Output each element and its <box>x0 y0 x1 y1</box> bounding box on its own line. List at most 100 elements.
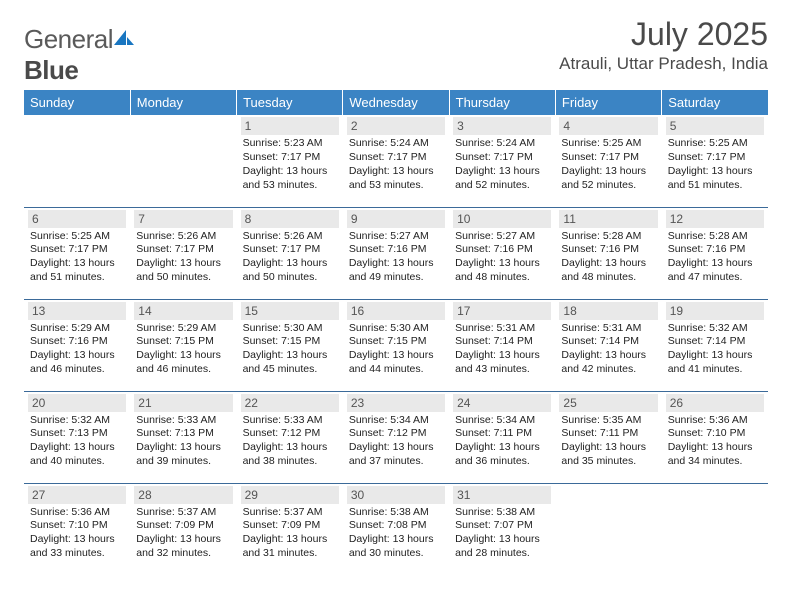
day-details: Sunrise: 5:33 AMSunset: 7:13 PMDaylight:… <box>134 414 232 469</box>
calendar-day-cell: 1 Sunrise: 5:23 AMSunset: 7:17 PMDaylight… <box>237 115 343 207</box>
calendar-day-cell: 3 Sunrise: 5:24 AMSunset: 7:17 PMDaylight… <box>449 115 555 207</box>
weekday-header: Wednesday <box>343 90 449 115</box>
day-details: Sunrise: 5:34 AMSunset: 7:12 PMDaylight:… <box>347 414 445 469</box>
day-details: Sunrise: 5:38 AMSunset: 7:07 PMDaylight:… <box>453 506 551 561</box>
brand-part2: Blue <box>24 55 78 85</box>
location-subtitle: Atrauli, Uttar Pradesh, India <box>559 54 768 74</box>
day-details: Sunrise: 5:32 AMSunset: 7:14 PMDaylight:… <box>666 322 764 377</box>
day-number: 16 <box>347 302 445 320</box>
calendar-day-cell: 28 Sunrise: 5:37 AMSunset: 7:09 PMDayligh… <box>130 483 236 575</box>
calendar-day-cell: 24 Sunrise: 5:34 AMSunset: 7:11 PMDayligh… <box>449 391 555 483</box>
calendar-day-cell: 10 Sunrise: 5:27 AMSunset: 7:16 PMDayligh… <box>449 207 555 299</box>
brand-part1: General <box>24 24 113 54</box>
day-details: Sunrise: 5:37 AMSunset: 7:09 PMDaylight:… <box>134 506 232 561</box>
day-number: 22 <box>241 394 339 412</box>
calendar-day-cell: 2 Sunrise: 5:24 AMSunset: 7:17 PMDaylight… <box>343 115 449 207</box>
month-title: July 2025 <box>559 18 768 52</box>
calendar-week-row: 1 Sunrise: 5:23 AMSunset: 7:17 PMDaylight… <box>24 115 768 207</box>
calendar-day-cell: 15 Sunrise: 5:30 AMSunset: 7:15 PMDayligh… <box>237 299 343 391</box>
calendar-week-row: 20Sunrise: 5:32 AMSunset: 7:13 PMDayligh… <box>24 391 768 483</box>
brand-logo: General Blue <box>24 18 135 86</box>
weekday-header: Friday <box>555 90 661 115</box>
day-details: Sunrise: 5:35 AMSunset: 7:11 PMDaylight:… <box>559 414 657 469</box>
day-details: Sunrise: 5:36 AMSunset: 7:10 PMDaylight:… <box>28 506 126 561</box>
day-number: 18 <box>559 302 657 320</box>
day-details: Sunrise: 5:30 AMSunset: 7:15 PMDaylight:… <box>347 322 445 377</box>
day-details: Sunrise: 5:25 AMSunset: 7:17 PMDaylight:… <box>666 137 764 192</box>
day-number: 17 <box>453 302 551 320</box>
day-number: 26 <box>666 394 764 412</box>
sail-icon <box>113 22 135 53</box>
weekday-header: Saturday <box>662 90 768 115</box>
calendar-day-cell: 20Sunrise: 5:32 AMSunset: 7:13 PMDayligh… <box>24 391 130 483</box>
day-number: 31 <box>453 486 551 504</box>
day-details: Sunrise: 5:24 AMSunset: 7:17 PMDaylight:… <box>453 137 551 192</box>
calendar-day-cell: 14Sunrise: 5:29 AMSunset: 7:15 PMDayligh… <box>130 299 236 391</box>
calendar-week-row: 6Sunrise: 5:25 AMSunset: 7:17 PMDaylight… <box>24 207 768 299</box>
day-details: Sunrise: 5:37 AMSunset: 7:09 PMDaylight:… <box>241 506 339 561</box>
calendar-week-row: 13 Sunrise: 5:29 AMSunset: 7:16 PMDayligh… <box>24 299 768 391</box>
day-details: Sunrise: 5:38 AMSunset: 7:08 PMDaylight:… <box>347 506 445 561</box>
calendar-day-cell: 29Sunrise: 5:37 AMSunset: 7:09 PMDayligh… <box>237 483 343 575</box>
day-number: 23 <box>347 394 445 412</box>
day-details: Sunrise: 5:28 AMSunset: 7:16 PMDaylight:… <box>666 230 764 285</box>
calendar-day-cell: 5 Sunrise: 5:25 AMSunset: 7:17 PMDaylight… <box>662 115 768 207</box>
day-number: 5 <box>666 117 764 135</box>
day-details: Sunrise: 5:25 AMSunset: 7:17 PMDaylight:… <box>28 230 126 285</box>
day-details: Sunrise: 5:25 AMSunset: 7:17 PMDaylight:… <box>559 137 657 192</box>
day-number: 11 <box>559 210 657 228</box>
day-number: 15 <box>241 302 339 320</box>
calendar-day-cell: 23 Sunrise: 5:34 AMSunset: 7:12 PMDayligh… <box>343 391 449 483</box>
day-details: Sunrise: 5:31 AMSunset: 7:14 PMDaylight:… <box>453 322 551 377</box>
calendar-day-cell: 19 Sunrise: 5:32 AMSunset: 7:14 PMDayligh… <box>662 299 768 391</box>
calendar-empty-cell <box>130 115 236 207</box>
day-number: 30 <box>347 486 445 504</box>
calendar-day-cell: 12 Sunrise: 5:28 AMSunset: 7:16 PMDayligh… <box>662 207 768 299</box>
day-number: 9 <box>347 210 445 228</box>
calendar-day-cell: 8 Sunrise: 5:26 AMSunset: 7:17 PMDaylight… <box>237 207 343 299</box>
day-number: 10 <box>453 210 551 228</box>
calendar-page: General Blue July 2025 Atrauli, Uttar Pr… <box>0 0 792 591</box>
calendar-day-cell: 26Sunrise: 5:36 AMSunset: 7:10 PMDayligh… <box>662 391 768 483</box>
calendar-empty-cell <box>555 483 661 575</box>
day-details: Sunrise: 5:27 AMSunset: 7:16 PMDaylight:… <box>453 230 551 285</box>
weekday-header: Tuesday <box>237 90 343 115</box>
day-details: Sunrise: 5:30 AMSunset: 7:15 PMDaylight:… <box>241 322 339 377</box>
day-number: 2 <box>347 117 445 135</box>
day-number: 8 <box>241 210 339 228</box>
title-block: July 2025 Atrauli, Uttar Pradesh, India <box>559 18 768 74</box>
weekday-header: Sunday <box>24 90 130 115</box>
day-details: Sunrise: 5:23 AMSunset: 7:17 PMDaylight:… <box>241 137 339 192</box>
calendar-empty-cell <box>24 115 130 207</box>
day-number: 1 <box>241 117 339 135</box>
day-number: 28 <box>134 486 232 504</box>
calendar-day-cell: 31 Sunrise: 5:38 AMSunset: 7:07 PMDayligh… <box>449 483 555 575</box>
day-number: 3 <box>453 117 551 135</box>
day-number: 19 <box>666 302 764 320</box>
calendar-day-cell: 11Sunrise: 5:28 AMSunset: 7:16 PMDayligh… <box>555 207 661 299</box>
calendar-day-cell: 17 Sunrise: 5:31 AMSunset: 7:14 PMDayligh… <box>449 299 555 391</box>
calendar-day-cell: 7Sunrise: 5:26 AMSunset: 7:17 PMDaylight… <box>130 207 236 299</box>
day-details: Sunrise: 5:24 AMSunset: 7:17 PMDaylight:… <box>347 137 445 192</box>
day-details: Sunrise: 5:31 AMSunset: 7:14 PMDaylight:… <box>559 322 657 377</box>
day-number: 24 <box>453 394 551 412</box>
calendar-day-cell: 21Sunrise: 5:33 AMSunset: 7:13 PMDayligh… <box>130 391 236 483</box>
brand-text: General Blue <box>24 24 135 86</box>
calendar-day-cell: 18 Sunrise: 5:31 AMSunset: 7:14 PMDayligh… <box>555 299 661 391</box>
day-details: Sunrise: 5:29 AMSunset: 7:15 PMDaylight:… <box>134 322 232 377</box>
calendar-day-cell: 25 Sunrise: 5:35 AMSunset: 7:11 PMDayligh… <box>555 391 661 483</box>
day-number: 20 <box>28 394 126 412</box>
calendar-day-cell: 13 Sunrise: 5:29 AMSunset: 7:16 PMDayligh… <box>24 299 130 391</box>
calendar-day-cell: 16 Sunrise: 5:30 AMSunset: 7:15 PMDayligh… <box>343 299 449 391</box>
day-details: Sunrise: 5:33 AMSunset: 7:12 PMDaylight:… <box>241 414 339 469</box>
day-details: Sunrise: 5:29 AMSunset: 7:16 PMDaylight:… <box>28 322 126 377</box>
calendar-day-cell: 4 Sunrise: 5:25 AMSunset: 7:17 PMDaylight… <box>555 115 661 207</box>
day-details: Sunrise: 5:26 AMSunset: 7:17 PMDaylight:… <box>241 230 339 285</box>
weekday-header: Monday <box>130 90 236 115</box>
day-number: 13 <box>28 302 126 320</box>
day-number: 12 <box>666 210 764 228</box>
calendar-table: SundayMondayTuesdayWednesdayThursdayFrid… <box>24 90 768 575</box>
day-number: 4 <box>559 117 657 135</box>
day-number: 25 <box>559 394 657 412</box>
day-details: Sunrise: 5:34 AMSunset: 7:11 PMDaylight:… <box>453 414 551 469</box>
